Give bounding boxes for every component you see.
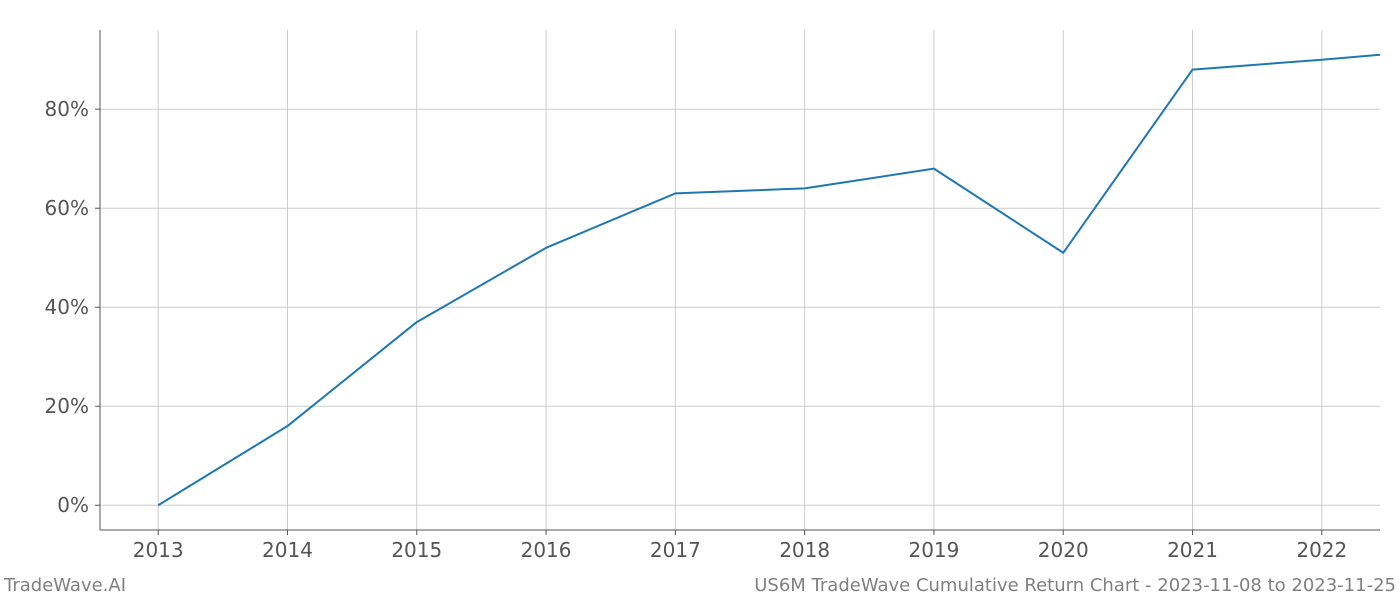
- x-tick-label: 2022: [1296, 538, 1347, 562]
- x-tick-label: 2016: [521, 538, 572, 562]
- x-tick-label: 2015: [391, 538, 442, 562]
- chart-container: 2013 2014 2015 2016 2017 2018 2019 2020 2021 2022…: [0, 0, 1400, 600]
- y-tick-label: 0%: [57, 493, 89, 517]
- y-tick-label: 60%: [45, 196, 89, 220]
- x-tick-label: 2021: [1167, 538, 1218, 562]
- y-tick-label: 40%: [45, 295, 89, 319]
- x-tick-label: 2020: [1038, 538, 1089, 562]
- x-tick-label: 2018: [779, 538, 830, 562]
- x-tick-label: 2014: [262, 538, 313, 562]
- y-tick-label: 20%: [45, 394, 89, 418]
- x-tick-label: 2013: [133, 538, 184, 562]
- y-tick-label: 80%: [45, 97, 89, 121]
- footer-left-text: TradeWave.AI: [4, 575, 126, 596]
- footer-right-text: US6M TradeWave Cumulative Return Chart -…: [754, 575, 1396, 596]
- line-chart: 2013 2014 2015 2016 2017 2018 2019 2020 2021 2022…: [0, 0, 1400, 600]
- x-tick-label: 2017: [650, 538, 701, 562]
- chart-background: [0, 0, 1400, 600]
- x-tick-label: 2019: [908, 538, 959, 562]
